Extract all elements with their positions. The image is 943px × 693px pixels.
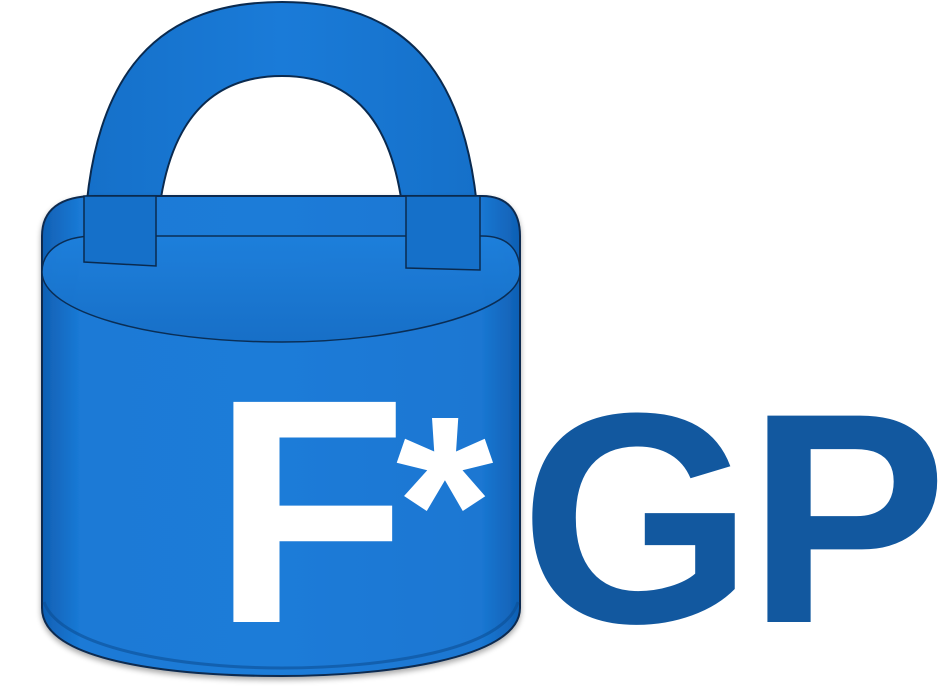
logo-letter-f: F [212,332,407,690]
padlock-bottom-edge [42,601,520,670]
padlock-icon [41,0,521,678]
padlock-shackle-right-foot [405,195,481,271]
padlock-shackle-left-foot [83,195,157,267]
logo-asterisk: * [396,364,494,643]
logo-letters-gp: GP [520,350,941,686]
